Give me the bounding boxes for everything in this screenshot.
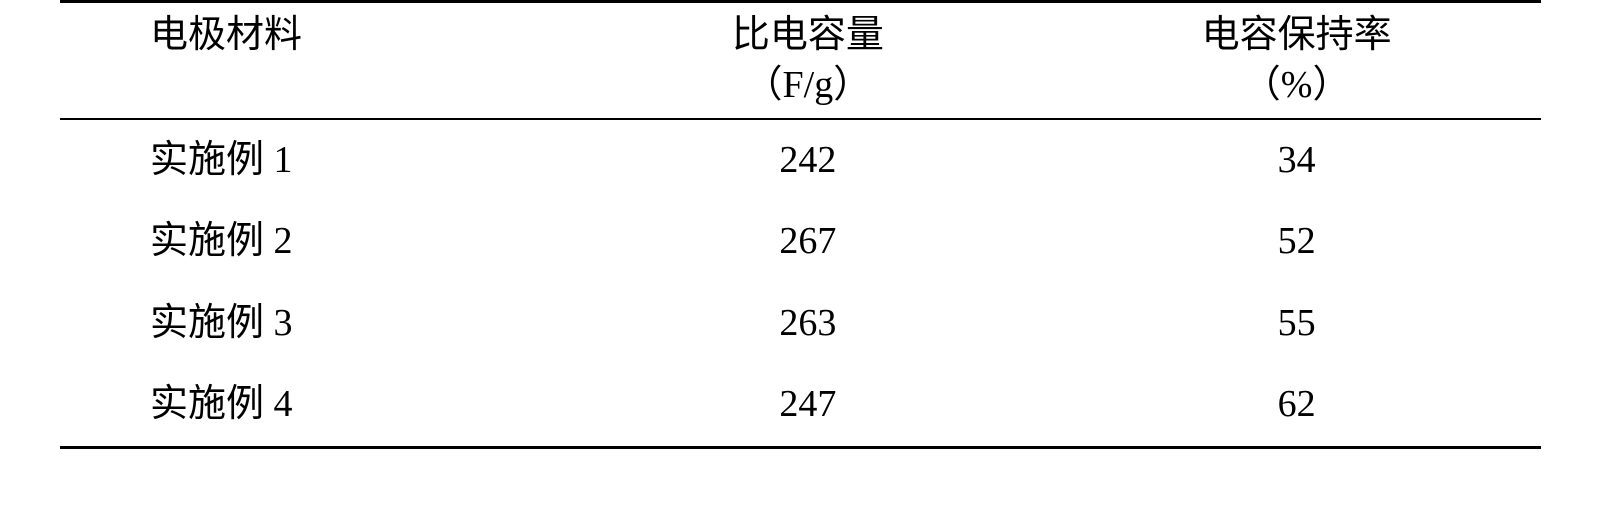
table-row: 实施例 1 242 34 — [60, 119, 1541, 201]
cell-retention: 62 — [1052, 364, 1541, 447]
cell-material: 实施例 3 — [60, 283, 564, 364]
col-header-material-label: 电极材料 — [150, 13, 564, 59]
col-header-retention-label: 电容保持率 — [1052, 13, 1541, 59]
table-row: 实施例 3 263 55 — [60, 283, 1541, 364]
cell-retention: 52 — [1052, 201, 1541, 282]
col-header-material: 电极材料 — [60, 2, 564, 119]
cell-material: 实施例 1 — [60, 119, 564, 201]
col-header-capacitance-unit: （F/g） — [564, 61, 1053, 110]
cell-retention: 34 — [1052, 119, 1541, 201]
col-header-capacitance-label: 比电容量 — [564, 13, 1053, 59]
table-header-row: 电极材料 比电容量 （F/g） 电容保持率 （%） — [60, 2, 1541, 119]
cell-capacitance: 242 — [564, 119, 1053, 201]
table-row: 实施例 2 267 52 — [60, 201, 1541, 282]
col-header-capacitance: 比电容量 （F/g） — [564, 2, 1053, 119]
col-header-retention-unit: （%） — [1052, 61, 1541, 110]
table-row: 实施例 4 247 62 — [60, 364, 1541, 447]
cell-material: 实施例 4 — [60, 364, 564, 447]
table-container: 电极材料 比电容量 （F/g） 电容保持率 （%） 实施例 1 242 34 实… — [0, 0, 1601, 528]
cell-capacitance: 263 — [564, 283, 1053, 364]
cell-retention: 55 — [1052, 283, 1541, 364]
cell-material: 实施例 2 — [60, 201, 564, 282]
cell-capacitance: 267 — [564, 201, 1053, 282]
cell-capacitance: 247 — [564, 364, 1053, 447]
col-header-retention: 电容保持率 （%） — [1052, 2, 1541, 119]
data-table: 电极材料 比电容量 （F/g） 电容保持率 （%） 实施例 1 242 34 实… — [60, 0, 1541, 449]
